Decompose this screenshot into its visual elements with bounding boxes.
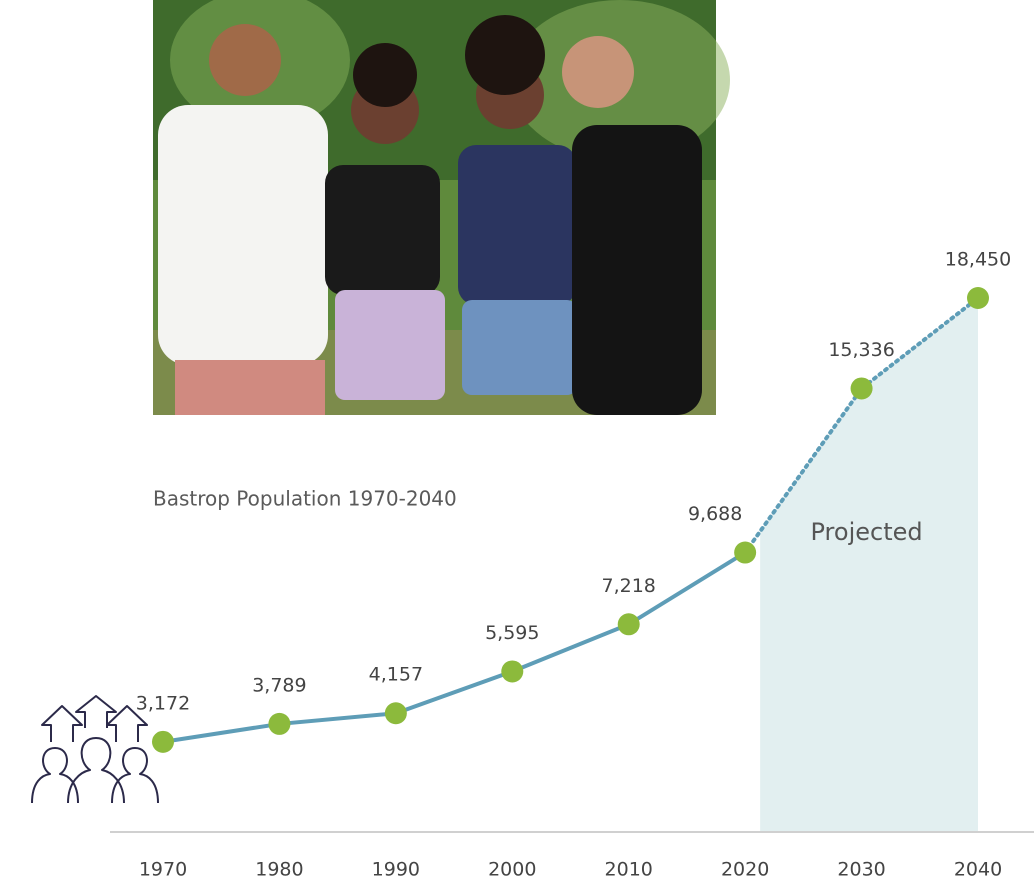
value-label: 18,450 — [945, 249, 1011, 271]
chart: Bastrop Population 1970-2040 Projected 3,… — [0, 0, 1034, 891]
marker — [268, 713, 290, 735]
marker — [967, 287, 989, 309]
value-label: 5,595 — [485, 622, 539, 644]
x-tick-label: 1970 — [139, 859, 187, 881]
value-label: 3,172 — [136, 692, 190, 714]
marker — [152, 731, 174, 753]
x-tick-label: 1990 — [372, 859, 420, 881]
marker — [851, 377, 873, 399]
annotation: Projected — [811, 518, 923, 546]
page: {"chart_data": { "type": "line", "title"… — [0, 0, 1034, 891]
value-label: 7,218 — [602, 575, 656, 597]
x-tick-label: 1980 — [255, 859, 303, 881]
value-label: 3,789 — [252, 674, 306, 696]
x-tick-label: 2030 — [837, 859, 885, 881]
x-tick-label: 2000 — [488, 859, 536, 881]
x-tick-label: 2010 — [605, 859, 653, 881]
photo — [153, 0, 730, 415]
projection-area — [760, 298, 978, 832]
line — [163, 553, 745, 742]
marker — [501, 660, 523, 682]
marker — [618, 613, 640, 635]
x-tick-label: 2020 — [721, 859, 769, 881]
x-tick-label: 2040 — [954, 859, 1002, 881]
value-label: 9,688 — [688, 503, 742, 525]
value-label: 15,336 — [828, 339, 894, 361]
chart-title: Bastrop Population 1970-2040 — [153, 487, 457, 511]
value-label: 4,157 — [369, 664, 423, 686]
marker — [734, 542, 756, 564]
marker — [385, 702, 407, 724]
